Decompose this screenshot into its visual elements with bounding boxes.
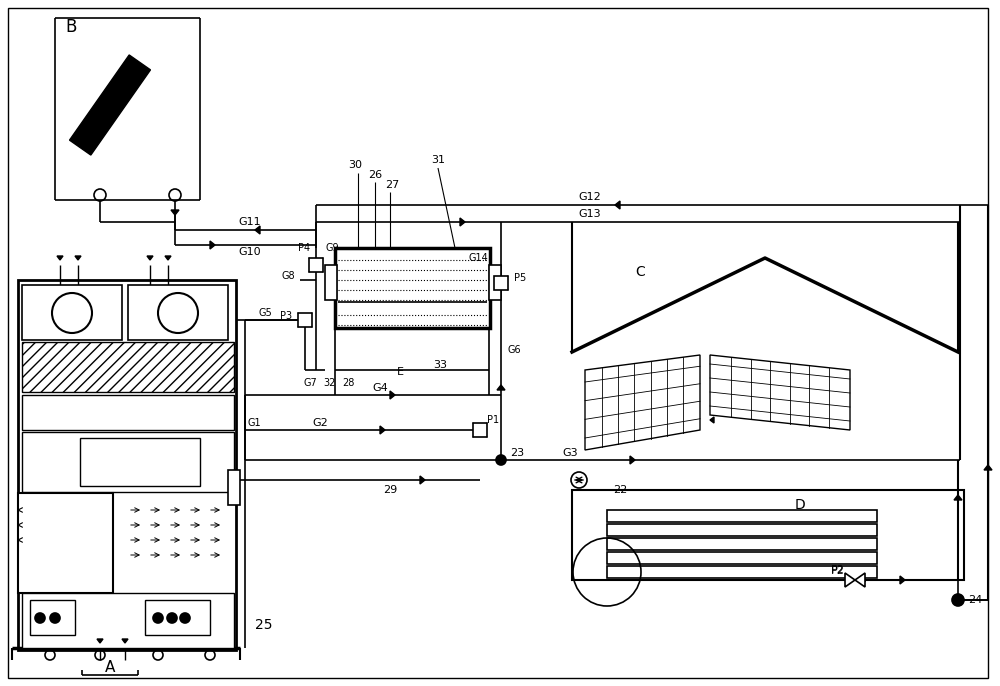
Polygon shape: [171, 210, 179, 215]
Bar: [473, 423, 487, 437]
Polygon shape: [845, 573, 855, 587]
Text: P5: P5: [514, 273, 526, 283]
Bar: [572, 222, 964, 540]
Text: G12: G12: [579, 192, 601, 202]
Bar: [489, 265, 501, 300]
Bar: [607, 510, 877, 522]
Circle shape: [496, 455, 506, 465]
Bar: [316, 248, 510, 368]
Bar: [22, 593, 234, 648]
Polygon shape: [75, 256, 81, 260]
Polygon shape: [954, 495, 962, 500]
Bar: [18, 493, 113, 593]
Bar: [80, 438, 200, 486]
Text: 26: 26: [368, 170, 382, 180]
Text: 23: 23: [510, 448, 524, 458]
Circle shape: [50, 613, 60, 623]
Text: 32: 32: [324, 378, 336, 388]
Bar: [845, 573, 865, 587]
Text: G3: G3: [562, 448, 578, 458]
Circle shape: [153, 613, 163, 623]
Text: A: A: [105, 659, 115, 674]
Bar: [572, 490, 964, 580]
Text: G2: G2: [312, 418, 328, 428]
Text: P2: P2: [831, 566, 845, 576]
Polygon shape: [165, 256, 171, 260]
Circle shape: [35, 613, 45, 623]
Polygon shape: [460, 218, 465, 226]
Polygon shape: [210, 241, 215, 249]
Text: P3: P3: [280, 311, 292, 321]
Bar: [145, 600, 210, 635]
Bar: [18, 280, 236, 650]
Text: G7: G7: [303, 378, 317, 388]
Text: G9: G9: [326, 243, 340, 253]
Text: G11: G11: [239, 217, 261, 227]
Text: 29: 29: [383, 485, 397, 495]
Polygon shape: [420, 476, 425, 484]
Circle shape: [952, 594, 964, 606]
Text: 30: 30: [348, 160, 362, 170]
Bar: [325, 265, 337, 300]
Text: 27: 27: [385, 180, 399, 190]
Polygon shape: [900, 576, 905, 584]
Text: G1: G1: [247, 418, 261, 428]
Text: 28: 28: [342, 378, 354, 388]
Bar: [228, 470, 240, 505]
Polygon shape: [122, 639, 128, 643]
Bar: [22, 342, 234, 392]
Text: G6: G6: [508, 345, 522, 355]
Text: G13: G13: [579, 209, 601, 219]
Bar: [309, 258, 323, 272]
Polygon shape: [380, 426, 385, 434]
Text: D: D: [795, 498, 805, 512]
Polygon shape: [855, 573, 865, 587]
Text: G10: G10: [239, 247, 261, 257]
Text: G8: G8: [281, 271, 295, 281]
Text: G14: G14: [468, 253, 488, 263]
Polygon shape: [390, 391, 395, 399]
Polygon shape: [630, 456, 635, 464]
Circle shape: [167, 613, 177, 623]
Bar: [22, 285, 122, 340]
Bar: [494, 276, 508, 290]
Polygon shape: [984, 465, 992, 470]
Text: P4: P4: [298, 243, 310, 253]
Text: C: C: [635, 265, 645, 279]
Text: 22: 22: [613, 485, 627, 495]
Bar: [607, 566, 877, 578]
Polygon shape: [615, 201, 620, 209]
Bar: [30, 600, 75, 635]
Text: 33: 33: [433, 360, 447, 370]
Polygon shape: [710, 417, 714, 423]
Text: G4: G4: [372, 383, 388, 393]
Text: E: E: [396, 367, 404, 377]
Bar: [607, 538, 877, 550]
Bar: [607, 552, 877, 564]
Polygon shape: [497, 385, 505, 390]
Text: G5: G5: [258, 308, 272, 318]
Text: B: B: [65, 18, 76, 36]
Polygon shape: [255, 226, 260, 234]
Polygon shape: [147, 256, 153, 260]
Polygon shape: [97, 639, 103, 643]
Text: P1: P1: [487, 415, 499, 425]
Polygon shape: [70, 55, 150, 155]
Bar: [607, 524, 877, 536]
Circle shape: [180, 613, 190, 623]
Bar: [22, 432, 234, 492]
Text: 31: 31: [431, 155, 445, 165]
Bar: [335, 248, 490, 328]
Bar: [128, 285, 228, 340]
Polygon shape: [57, 256, 63, 260]
Polygon shape: [710, 355, 850, 430]
Text: 24: 24: [968, 595, 982, 605]
Bar: [298, 313, 312, 327]
Bar: [22, 395, 234, 430]
Text: 25: 25: [255, 618, 272, 632]
Polygon shape: [585, 355, 700, 450]
Text: P2: P2: [831, 565, 845, 575]
